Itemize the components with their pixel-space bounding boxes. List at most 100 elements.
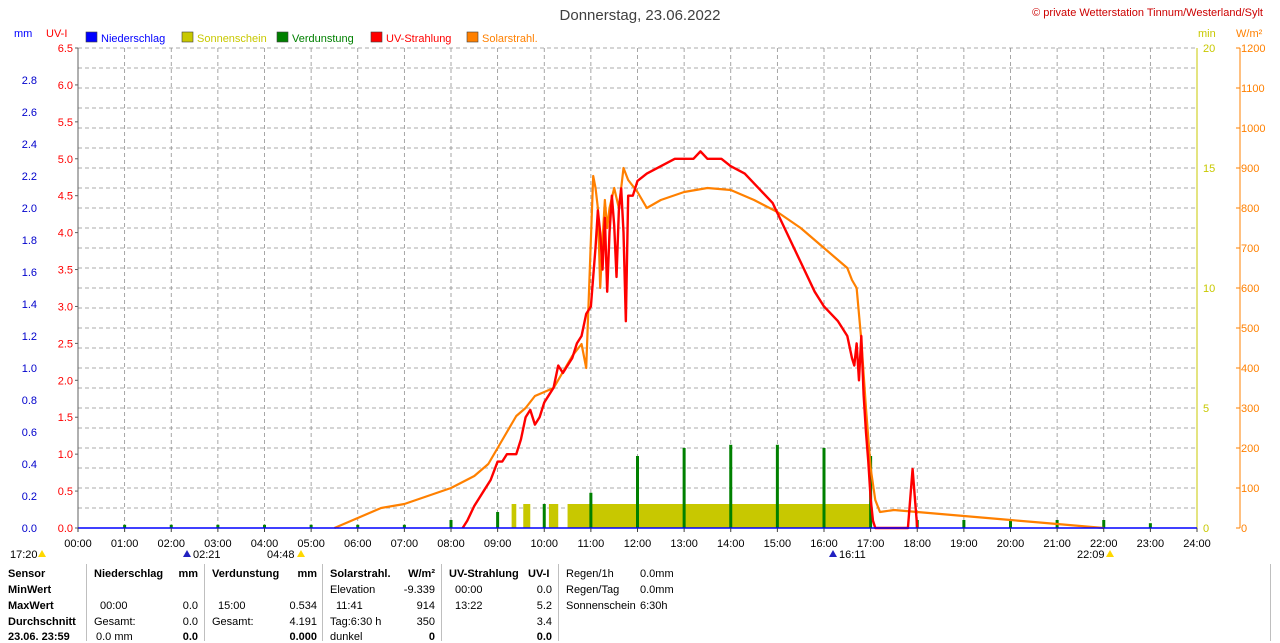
x-tick-label: 05:00 <box>297 538 325 550</box>
x-tick-label: 00:00 <box>64 538 92 550</box>
x-tick-label: 21:00 <box>1043 538 1071 550</box>
x-tick-label: 19:00 <box>950 538 978 550</box>
evaporation-bar <box>309 524 313 528</box>
evaporation-bar <box>775 444 779 528</box>
solar-max-val: 914 <box>416 600 435 612</box>
uvi-tick-label: 3.0 <box>58 301 73 313</box>
line-series <box>334 150 1104 530</box>
uv-min-val: 0.0 <box>536 584 552 596</box>
niederschlag-last-val: 0.0 <box>182 631 198 643</box>
mm-tick-label: 2.8 <box>22 75 37 87</box>
verdunstung-total-label: Gesamt: <box>212 616 254 628</box>
solar-day-label: Tag:6:30 h <box>330 616 382 628</box>
evaporation-bar <box>216 524 220 528</box>
sun-events: 17:20 02:21 04:48 16:11 22:09 <box>10 549 1114 561</box>
uv-max-val: 5.2 <box>536 600 552 612</box>
uvi-tick-label: 4.5 <box>58 191 73 203</box>
solar-elevation-val: -9.339 <box>403 584 435 596</box>
wm2-tick-label: 200 <box>1241 443 1259 455</box>
evaporation-bar <box>822 448 826 528</box>
niederschlag-max-time: 00:00 <box>100 600 128 612</box>
regen-tag-val: 0.0mm <box>640 584 674 596</box>
niederschlag-total-label: Gesamt: <box>94 616 136 628</box>
uvi-tick-label: 1.0 <box>58 449 73 461</box>
sun-event-label: 16:11 <box>839 549 866 561</box>
solar-elevation-label: Elevation <box>330 584 376 596</box>
sun-event-icon <box>38 550 46 557</box>
sun-event-icon <box>183 550 191 557</box>
min-tick-label: 15 <box>1203 163 1215 175</box>
weather-chart: Donnerstag, 23.06.2022 © private Wetters… <box>10 7 1265 561</box>
evaporation-bar <box>589 492 593 528</box>
wm2-tick-label: 0 <box>1241 523 1247 535</box>
uv-max-time: 13:22 <box>455 600 483 612</box>
legend-swatch <box>466 31 479 43</box>
evaporation-bar <box>729 444 733 528</box>
uvi-tick-label: 6.0 <box>58 80 73 92</box>
x-tick-label: 15:00 <box>764 538 792 550</box>
evaporation-bar <box>402 524 406 528</box>
uv-last-val: 0.0 <box>536 631 552 643</box>
x-tick-label: 09:00 <box>484 538 512 550</box>
legend-label: Sonnenschein <box>197 33 267 45</box>
solar-last-val: 0 <box>428 631 435 643</box>
evaporation-bar <box>636 456 639 528</box>
evaporation-bar <box>169 524 173 528</box>
wm2-tick-label: 1200 <box>1241 43 1265 55</box>
sun-event-label: 04:48 <box>267 549 295 561</box>
solar-avg-val: 350 <box>416 616 435 628</box>
wm2-tick-label: 800 <box>1241 203 1259 215</box>
x-tick-label: 07:00 <box>391 538 419 550</box>
uvi-tick-label: 4.0 <box>58 228 73 240</box>
wm2-tick-label: 1000 <box>1241 123 1265 135</box>
sunshine-bar <box>511 504 517 528</box>
verdunstung-total-val: 4.191 <box>289 616 317 628</box>
niederschlag-unit: mm <box>178 568 198 580</box>
x-tick-label: 12:00 <box>624 538 652 550</box>
sun-event-label: 02:21 <box>193 549 221 561</box>
legend: Niederschlag Sonnenschein Verdunstung UV-St… <box>85 31 538 45</box>
uvi-tick-label: 2.5 <box>58 338 73 350</box>
uvi-tick-label: 5.5 <box>58 117 73 129</box>
x-tick-label: 13:00 <box>670 538 698 550</box>
chart-title: Donnerstag, 23.06.2022 <box>560 7 721 24</box>
unit-uvi-label: UV-I <box>46 28 67 40</box>
min-tick-label: 5 <box>1203 403 1209 415</box>
wm2-tick-label: 1100 <box>1241 83 1265 95</box>
niederschlag-max-val: 0.0 <box>182 600 198 612</box>
sun-event-icon <box>829 550 837 557</box>
evaporation-bar <box>263 524 266 528</box>
niederschlag-title: Niederschlag <box>94 568 164 580</box>
evaporation-bar <box>1102 520 1106 528</box>
mm-tick-label: 0.4 <box>22 459 37 471</box>
x-tick-label: 24:00 <box>1183 538 1211 550</box>
uv-title: UV-Strahlung <box>449 568 519 580</box>
regen-1h-label: Regen/1h <box>566 568 614 580</box>
verdunstung-title: Verdunstung <box>212 568 280 580</box>
wm2-tick-label: 500 <box>1241 323 1259 335</box>
unit-mm-label: mm <box>14 28 32 40</box>
x-tick-label: 11:00 <box>578 538 605 550</box>
sun-event-icon <box>297 550 305 557</box>
uvi-tick-label: 0.5 <box>58 486 73 498</box>
uv-min-time: 00:00 <box>455 584 483 596</box>
sunshine-bar <box>567 504 591 528</box>
unit-min-label: min <box>1198 28 1216 40</box>
x-tick-label: 17:00 <box>857 538 885 550</box>
solar-last-label: dunkel <box>330 631 363 643</box>
verdunstung-max-time: 15:00 <box>218 600 246 612</box>
min-tick-label: 0 <box>1203 523 1209 535</box>
mm-tick-label: 2.4 <box>22 139 37 151</box>
uvi-tick-label: 0.0 <box>58 523 73 535</box>
statistics-table: Sensor MinWert MaxWert Durchschnitt 23.0… <box>0 564 1280 643</box>
uvi-tick-label: 5.0 <box>58 154 73 166</box>
verdunstung-unit: mm <box>297 568 317 580</box>
mm-tick-label: 1.0 <box>22 363 37 375</box>
legend-label: UV-Strahlung <box>386 33 451 45</box>
evaporation-bar <box>682 448 686 528</box>
legend-swatch <box>181 31 194 43</box>
uvi-tick-label: 6.5 <box>58 43 73 55</box>
x-tick-label: 06:00 <box>344 538 372 550</box>
wm2-tick-label: 400 <box>1241 363 1259 375</box>
mm-tick-label: 0.6 <box>22 427 37 439</box>
